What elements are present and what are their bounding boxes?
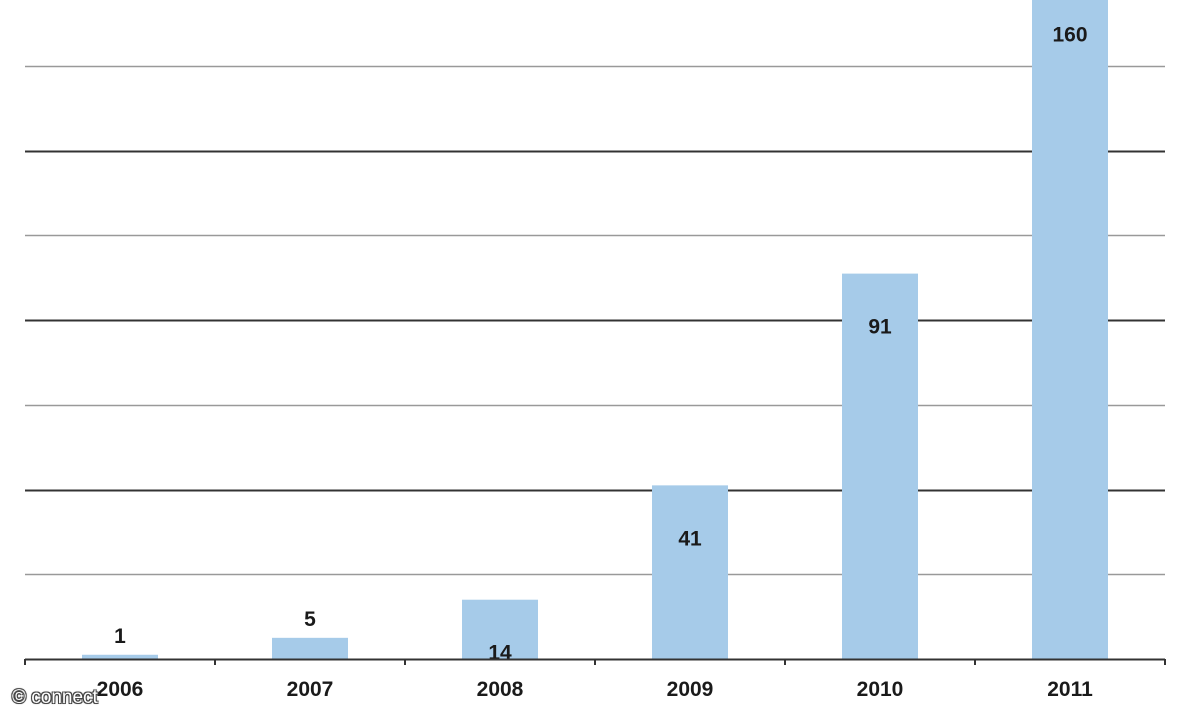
bar-value-label: 41 [678,527,702,550]
x-tick-label: 2006 [97,678,144,701]
bar [462,599,538,659]
bar-value-label: 14 [488,642,512,665]
x-tick-label: 2008 [477,678,524,701]
x-axis: 2006 2007 2008 2009 2010 2011 [24,658,1166,701]
copyright-watermark: © connect [12,687,98,708]
x-tick-label: 2011 [1047,678,1093,701]
x-tick-label: 2007 [287,678,334,701]
bar-value-label: 5 [304,608,316,631]
gridlines [25,65,1165,576]
x-tick-label: 2009 [667,678,714,701]
bar-value-label: 1 [114,625,126,648]
x-tick-label: 2010 [857,678,904,701]
bar [82,654,158,659]
bar-value-label: 91 [868,316,892,339]
bar-value-labels: 1 5 14 41 91 160 [114,23,1087,664]
bar [842,273,918,659]
bar [652,485,728,659]
bar [272,637,348,659]
bar-value-label: 160 [1052,23,1087,46]
bars [82,0,1108,659]
bar [1032,0,1108,659]
